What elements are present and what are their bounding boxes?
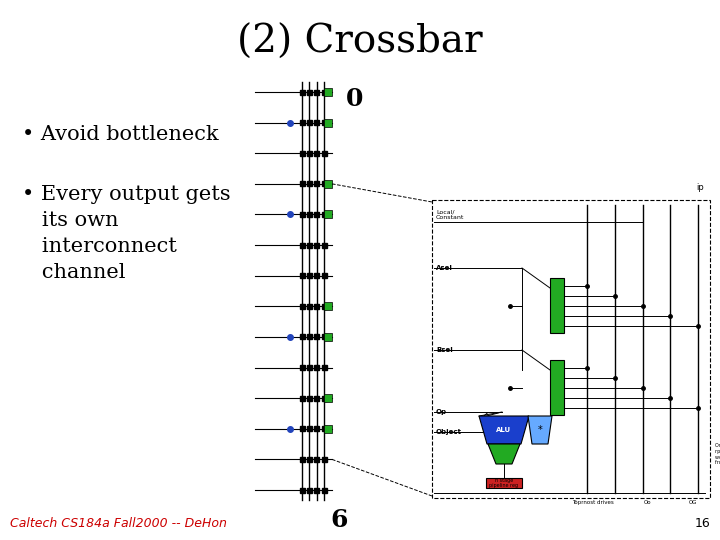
Bar <box>307 273 312 278</box>
Text: One channel per blank
rpostor el correction
wore oupping ich
from block to back: One channel per blank rpostor el correct… <box>715 443 720 465</box>
Text: Object: Object <box>436 429 462 435</box>
Bar <box>307 242 312 247</box>
Bar <box>300 120 305 125</box>
Text: 0: 0 <box>346 87 364 111</box>
Bar <box>324 211 332 219</box>
Text: ip: ip <box>696 183 704 192</box>
Bar <box>322 457 326 462</box>
Bar <box>300 457 305 462</box>
Bar <box>300 426 305 431</box>
Bar <box>307 396 312 401</box>
Bar <box>307 457 312 462</box>
Bar <box>322 273 326 278</box>
Bar <box>314 334 319 340</box>
Bar <box>322 181 326 186</box>
Bar <box>324 119 332 126</box>
Text: Asel: Asel <box>436 265 453 271</box>
Bar <box>307 426 312 431</box>
Bar <box>322 334 326 340</box>
Bar <box>324 302 332 310</box>
Text: Op: Op <box>436 409 447 415</box>
Bar <box>322 212 326 217</box>
Bar <box>300 304 305 309</box>
Bar <box>300 334 305 340</box>
Bar <box>324 425 332 433</box>
Bar <box>300 212 305 217</box>
Text: • Every output gets: • Every output gets <box>22 185 230 204</box>
Text: its own: its own <box>22 211 119 230</box>
Bar <box>300 488 305 492</box>
Bar <box>314 365 319 370</box>
Bar <box>322 242 326 247</box>
Bar <box>314 396 319 401</box>
Text: (2) Crossbar: (2) Crossbar <box>237 24 483 60</box>
Bar <box>300 242 305 247</box>
Bar <box>307 365 312 370</box>
Bar <box>432 200 710 498</box>
Polygon shape <box>528 416 552 444</box>
Bar <box>314 212 319 217</box>
Text: • Avoid bottleneck: • Avoid bottleneck <box>22 125 219 144</box>
Bar <box>550 360 564 415</box>
Polygon shape <box>479 416 529 444</box>
Bar <box>314 304 319 309</box>
Bar <box>300 151 305 156</box>
Text: 16: 16 <box>694 517 710 530</box>
Bar <box>314 426 319 431</box>
Bar <box>314 151 319 156</box>
Text: Local/
Constant: Local/ Constant <box>436 209 464 220</box>
Bar <box>322 365 326 370</box>
Bar <box>322 426 326 431</box>
Bar <box>322 488 326 492</box>
Text: Toprnost drives: Toprnost drives <box>572 500 613 505</box>
Bar <box>322 396 326 401</box>
Bar <box>322 151 326 156</box>
Bar <box>307 212 312 217</box>
Text: Bsel: Bsel <box>436 347 453 353</box>
Bar <box>324 88 332 96</box>
Bar <box>486 478 522 488</box>
Bar <box>314 181 319 186</box>
Bar <box>314 488 319 492</box>
Bar <box>322 120 326 125</box>
Bar <box>314 90 319 94</box>
Polygon shape <box>488 444 520 464</box>
Bar <box>324 180 332 188</box>
Text: n stage
pipeline reg: n stage pipeline reg <box>490 477 518 488</box>
Bar <box>324 333 332 341</box>
Text: ALU: ALU <box>496 427 512 433</box>
Bar <box>307 90 312 94</box>
Bar <box>307 334 312 340</box>
Bar <box>314 242 319 247</box>
Bar <box>324 394 332 402</box>
Text: OG: OG <box>689 500 697 505</box>
Bar <box>314 457 319 462</box>
Bar <box>314 273 319 278</box>
Bar <box>300 90 305 94</box>
Bar <box>300 181 305 186</box>
Bar <box>322 90 326 94</box>
Text: Oo: Oo <box>644 500 652 505</box>
Bar <box>322 304 326 309</box>
Bar <box>307 304 312 309</box>
Text: 6: 6 <box>330 508 347 532</box>
Text: interconnect: interconnect <box>22 237 177 256</box>
Bar <box>314 120 319 125</box>
Text: channel: channel <box>22 263 125 282</box>
Bar <box>300 365 305 370</box>
Bar <box>300 396 305 401</box>
Bar <box>300 273 305 278</box>
Text: Caltech CS184a Fall2000 -- DeHon: Caltech CS184a Fall2000 -- DeHon <box>10 517 227 530</box>
Bar <box>307 151 312 156</box>
Bar <box>307 181 312 186</box>
Bar <box>307 120 312 125</box>
Bar <box>307 488 312 492</box>
Bar <box>550 278 564 333</box>
Text: *: * <box>538 425 542 435</box>
